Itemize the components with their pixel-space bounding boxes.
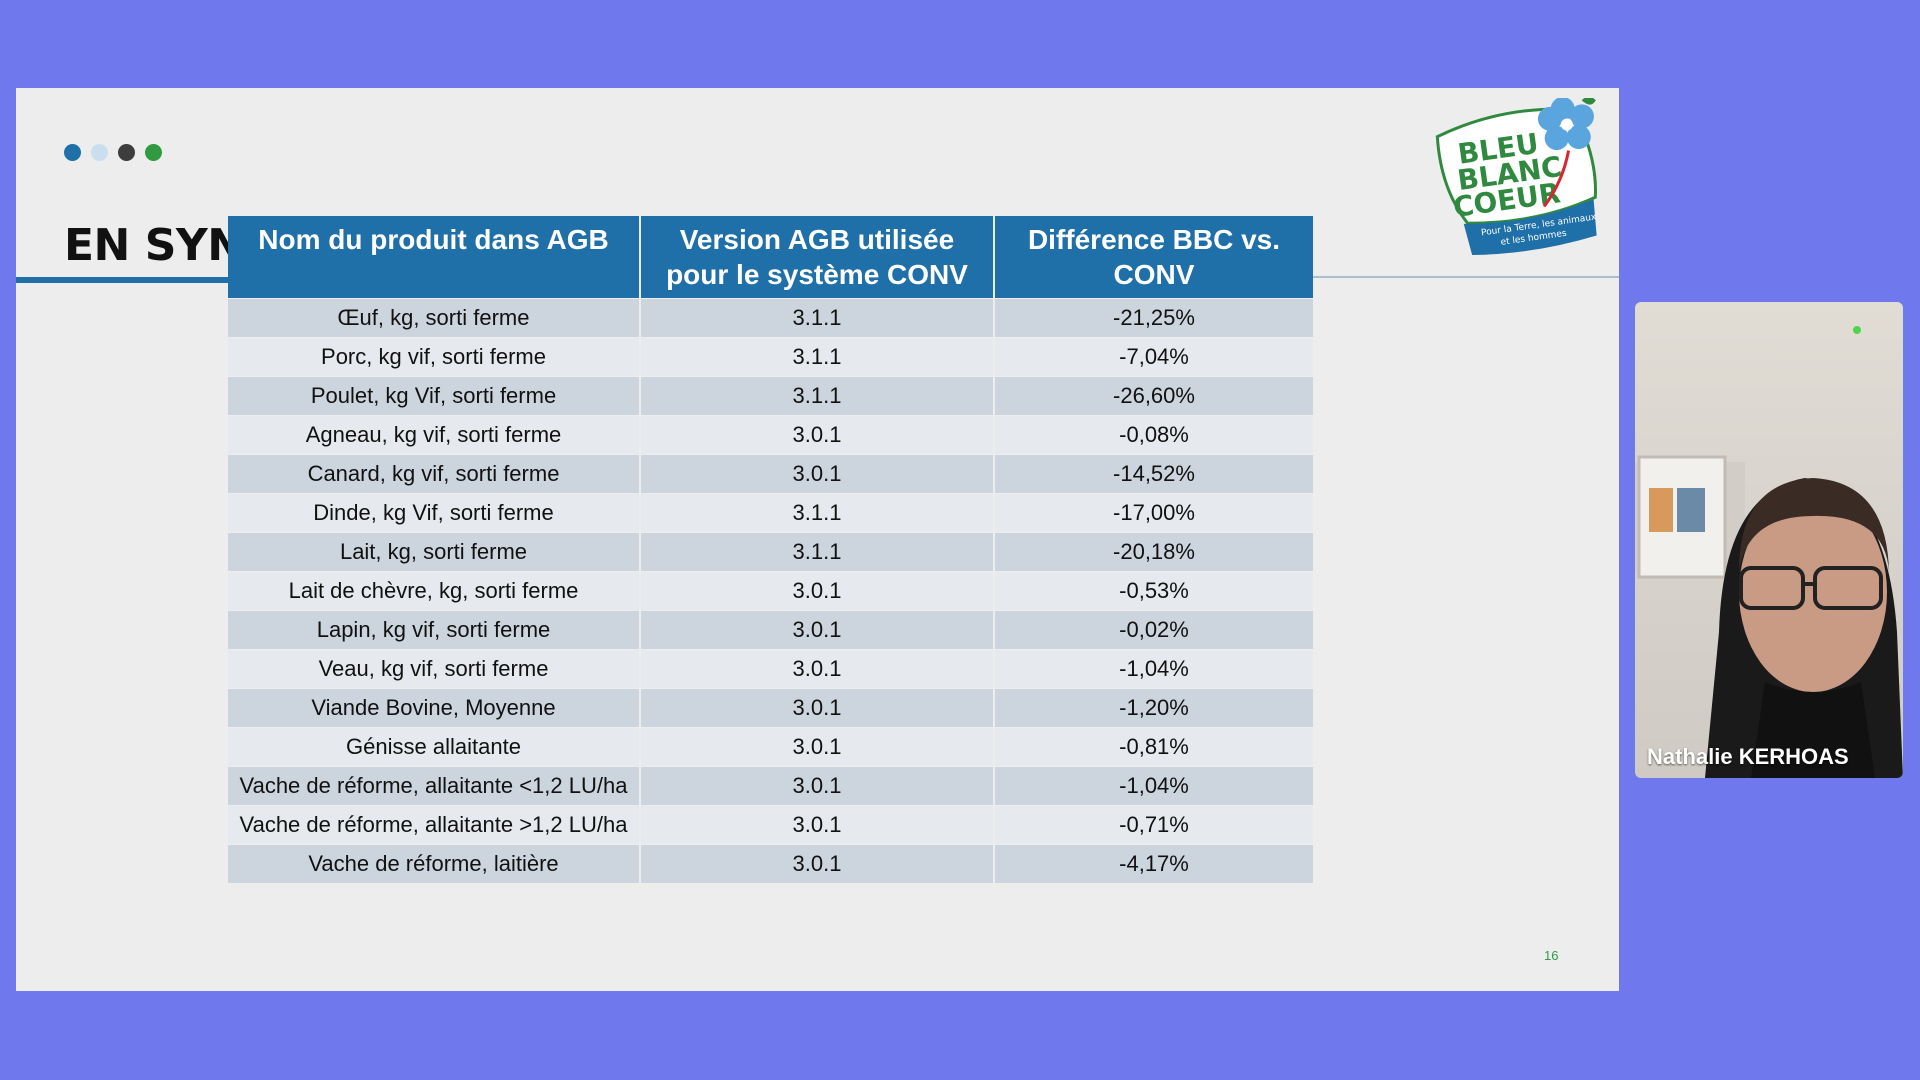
- table-row: Vache de réforme, allaitante <1,2 LU/ha 3…: [228, 765, 1313, 805]
- table-row: Viande Bovine, Moyenne 3.0.1 -1,20%: [228, 687, 1313, 727]
- cell-version: 3.1.1: [640, 297, 995, 337]
- cell-difference: -0,08%: [994, 414, 1313, 454]
- cell-product: Dinde, kg Vif, sorti ferme: [228, 492, 641, 532]
- cell-version: 3.1.1: [640, 336, 995, 376]
- cell-product: Lait, kg, sorti ferme: [228, 531, 641, 571]
- cell-version: 3.0.1: [640, 726, 995, 766]
- cell-version: 3.0.1: [640, 609, 995, 649]
- table-row: Génisse allaitante 3.0.1 -0,81%: [228, 726, 1313, 766]
- cell-version: 3.0.1: [640, 843, 995, 883]
- table-row: Lapin, kg vif, sorti ferme 3.0.1 -0,02%: [228, 609, 1313, 649]
- table-row: Poulet, kg Vif, sorti ferme 3.1.1 -26,60%: [228, 375, 1313, 415]
- participant-video-feed: [1635, 455, 1903, 778]
- cell-difference: -0,81%: [994, 726, 1313, 766]
- cell-difference: -1,20%: [994, 687, 1313, 727]
- cell-version: 3.0.1: [640, 570, 995, 610]
- cell-product: Viande Bovine, Moyenne: [228, 687, 641, 727]
- participant-name-label: Nathalie KERHOAS: [1647, 744, 1849, 769]
- cell-product: Veau, kg vif, sorti ferme: [228, 648, 641, 688]
- cell-difference: -14,52%: [994, 453, 1313, 493]
- cell-difference: -20,18%: [994, 531, 1313, 571]
- cell-product: Œuf, kg, sorti ferme: [228, 297, 641, 337]
- cell-difference: -1,04%: [994, 765, 1313, 805]
- cell-product: Vache de réforme, allaitante <1,2 LU/ha: [228, 765, 641, 805]
- table-header-row: Nom du produit dans AGB Version AGB util…: [228, 216, 1313, 298]
- cell-version: 3.0.1: [640, 765, 995, 805]
- dot-1-icon: [64, 144, 81, 161]
- cell-difference: -0,71%: [994, 804, 1313, 844]
- table-row: Dinde, kg Vif, sorti ferme 3.1.1 -17,00%: [228, 492, 1313, 532]
- cell-product: Canard, kg vif, sorti ferme: [228, 453, 641, 493]
- column-header-difference: Différence BBC vs. CONV: [994, 216, 1313, 298]
- cell-product: Génisse allaitante: [228, 726, 641, 766]
- table-row: Canard, kg vif, sorti ferme 3.0.1 -14,52%: [228, 453, 1313, 493]
- cell-difference: -26,60%: [994, 375, 1313, 415]
- column-header-version: Version AGB utilisée pour le système CON…: [640, 216, 995, 298]
- cell-difference: -17,00%: [994, 492, 1313, 532]
- comparison-table: Nom du produit dans AGB Version AGB util…: [228, 216, 1313, 883]
- cell-version: 3.0.1: [640, 414, 995, 454]
- cell-difference: -4,17%: [994, 843, 1313, 883]
- cell-product: Vache de réforme, laitière: [228, 843, 641, 883]
- bleu-blanc-coeur-logo: BLEU BLANC COEUR Pour la Terre, les anim…: [1435, 98, 1598, 255]
- table-row: Agneau, kg vif, sorti ferme 3.0.1 -0,08%: [228, 414, 1313, 454]
- cell-difference: -21,25%: [994, 297, 1313, 337]
- dot-3-icon: [118, 144, 135, 161]
- table-row: Vache de réforme, laitière 3.0.1 -4,17%: [228, 843, 1313, 883]
- cell-product: Vache de réforme, allaitante >1,2 LU/ha: [228, 804, 641, 844]
- table-row: Porc, kg vif, sorti ferme 3.1.1 -7,04%: [228, 336, 1313, 376]
- cell-product: Agneau, kg vif, sorti ferme: [228, 414, 641, 454]
- table-row: Veau, kg vif, sorti ferme 3.0.1 -1,04%: [228, 648, 1313, 688]
- flower-icon: [1537, 98, 1596, 151]
- cell-product: Porc, kg vif, sorti ferme: [228, 336, 641, 376]
- cell-difference: -0,53%: [994, 570, 1313, 610]
- mic-status-indicator: [1853, 326, 1861, 334]
- cell-product: Lait de chèvre, kg, sorti ferme: [228, 570, 641, 610]
- cell-product: Poulet, kg Vif, sorti ferme: [228, 375, 641, 415]
- cell-version: 3.1.1: [640, 531, 995, 571]
- table-row: Œuf, kg, sorti ferme 3.1.1 -21,25%: [228, 297, 1313, 337]
- dot-4-icon: [145, 144, 162, 161]
- title-underline: [16, 277, 238, 283]
- cell-difference: -0,02%: [994, 609, 1313, 649]
- table-body: Œuf, kg, sorti ferme 3.1.1 -21,25% Porc, kg…: [228, 297, 1313, 883]
- table-row: Lait de chèvre, kg, sorti ferme 3.0.1 -0,5…: [228, 570, 1313, 610]
- cell-difference: -1,04%: [994, 648, 1313, 688]
- cell-version: 3.1.1: [640, 492, 995, 532]
- cell-product: Lapin, kg vif, sorti ferme: [228, 609, 641, 649]
- page-number: 16: [1544, 948, 1559, 963]
- table-row: Lait, kg, sorti ferme 3.1.1 -20,18%: [228, 531, 1313, 571]
- cell-version: 3.1.1: [640, 375, 995, 415]
- cell-version: 3.0.1: [640, 648, 995, 688]
- cell-difference: -7,04%: [994, 336, 1313, 376]
- cell-version: 3.0.1: [640, 687, 995, 727]
- dot-2-icon: [91, 144, 108, 161]
- column-header-product: Nom du produit dans AGB: [228, 216, 641, 298]
- participant-video-tile[interactable]: Nathalie KERHOAS: [1635, 302, 1903, 778]
- cell-version: 3.0.1: [640, 453, 995, 493]
- cell-version: 3.0.1: [640, 804, 995, 844]
- decorative-dots: [64, 144, 162, 161]
- table-row: Vache de réforme, allaitante >1,2 LU/ha 3…: [228, 804, 1313, 844]
